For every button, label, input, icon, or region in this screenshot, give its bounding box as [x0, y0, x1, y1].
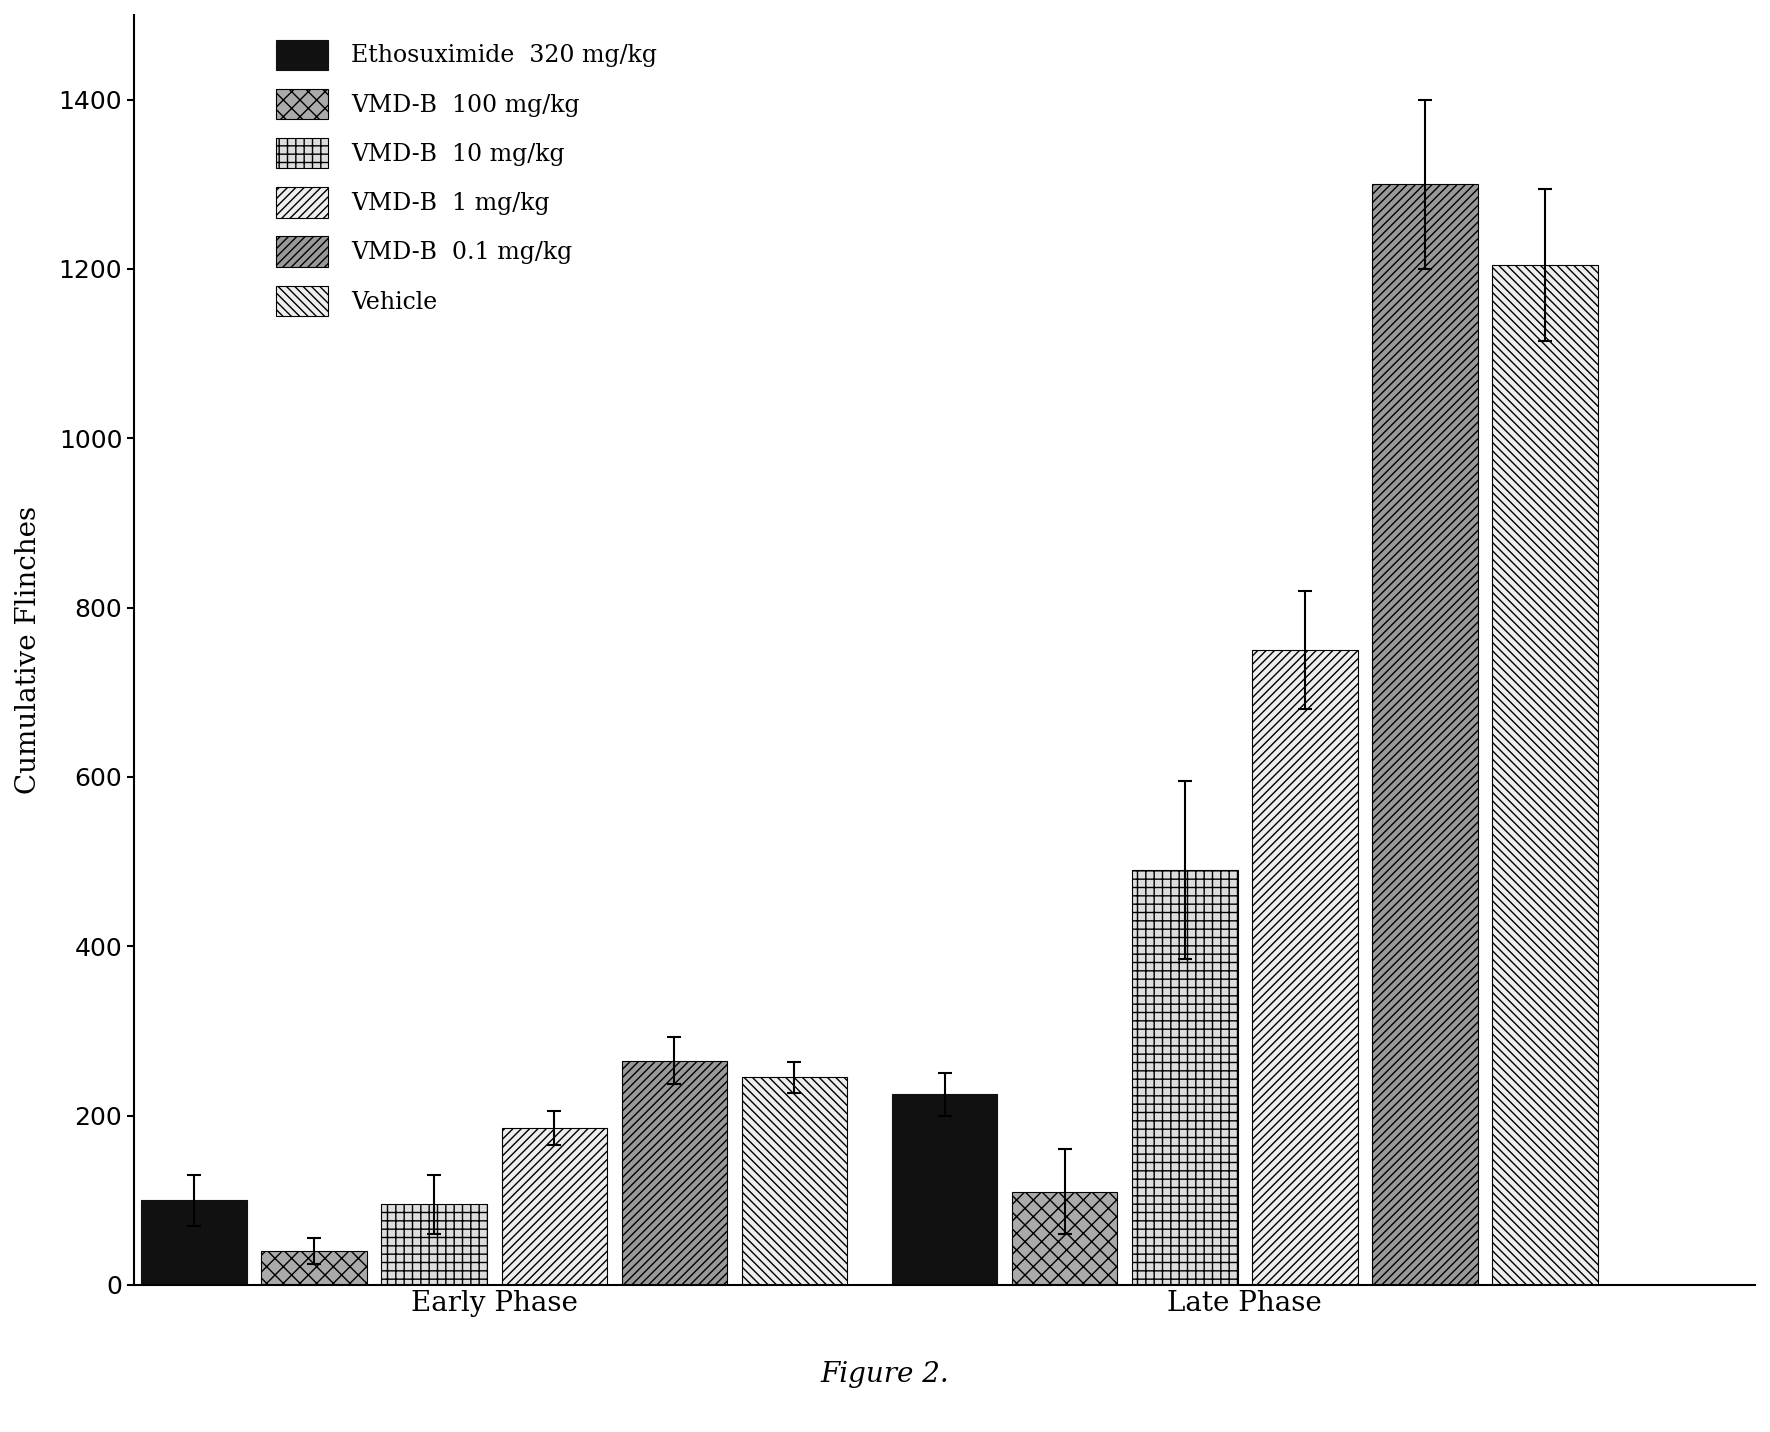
- Bar: [1372, 185, 1478, 1285]
- Bar: [1131, 871, 1237, 1285]
- Bar: [142, 1200, 248, 1285]
- Text: Figure 2.: Figure 2.: [821, 1362, 949, 1388]
- Bar: [501, 1128, 607, 1285]
- Bar: [742, 1077, 848, 1285]
- Bar: [621, 1061, 727, 1285]
- Bar: [1012, 1191, 1117, 1285]
- Bar: [1251, 650, 1358, 1285]
- Bar: [381, 1204, 487, 1285]
- Bar: [1492, 265, 1598, 1285]
- Bar: [262, 1252, 366, 1285]
- Legend: Ethosuximide  320 mg/kg, VMD-B  100 mg/kg, VMD-B  10 mg/kg, VMD-B  1 mg/kg, VMD-: Ethosuximide 320 mg/kg, VMD-B 100 mg/kg,…: [276, 40, 657, 316]
- Y-axis label: Cumulative Flinches: Cumulative Flinches: [14, 505, 42, 793]
- Bar: [892, 1094, 997, 1285]
